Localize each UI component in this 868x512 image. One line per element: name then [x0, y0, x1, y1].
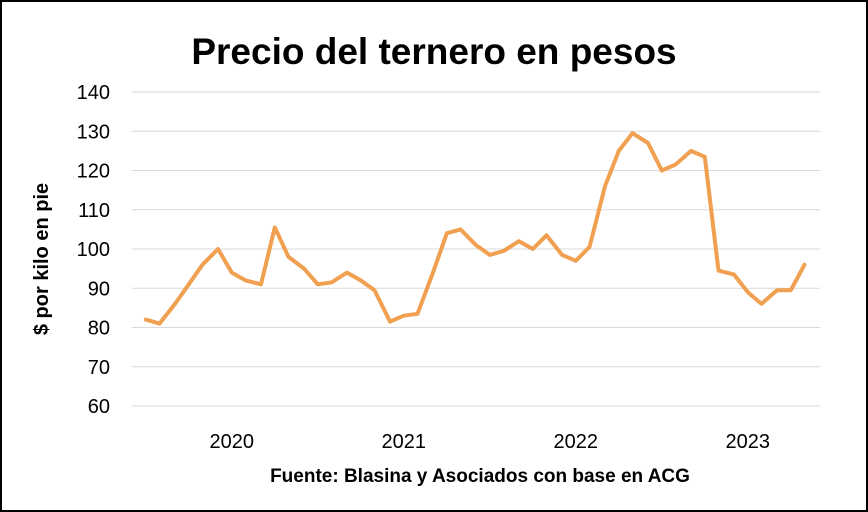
data-point: [274, 227, 275, 228]
data-point: [360, 280, 361, 281]
data-point: [532, 249, 533, 250]
data-point: [202, 264, 203, 265]
x-tick-label: 2022: [554, 431, 599, 453]
data-point: [288, 256, 289, 257]
data-point: [648, 143, 649, 144]
y-tick-label: 60: [88, 396, 110, 418]
x-tick-label: 2023: [726, 431, 771, 453]
x-tick-label: 2020: [210, 431, 255, 453]
data-point: [632, 133, 633, 134]
data-point: [476, 245, 477, 246]
data-point: [374, 290, 375, 291]
data-point: [804, 264, 805, 265]
data-point: [231, 272, 232, 273]
data-point: [675, 164, 676, 165]
y-axis-label: $ por kilo en pie: [31, 183, 53, 335]
data-point: [175, 303, 176, 304]
data-point: [589, 247, 590, 248]
y-tick-label: 140: [77, 82, 110, 104]
data-point: [546, 235, 547, 236]
data-point: [446, 233, 447, 234]
y-tick-label: 80: [88, 318, 110, 340]
data-point: [245, 280, 246, 281]
data-point: [562, 254, 563, 255]
source-note: Fuente: Blasina y Asociados con base en …: [270, 466, 690, 487]
y-axis-ticks: 60 70 80 90 100 110 120 130 140: [77, 82, 110, 418]
data-point: [777, 290, 778, 291]
data-point: [218, 249, 219, 250]
y-tick-label: 120: [77, 161, 110, 183]
y-tick-label: 70: [88, 357, 110, 379]
data-point: [718, 270, 719, 271]
data-point: [691, 150, 692, 151]
data-point: [761, 303, 762, 304]
data-point: [618, 150, 619, 151]
data-point: [304, 268, 305, 269]
data-point: [390, 321, 391, 322]
y-tick-label: 130: [77, 121, 110, 143]
data-point: [460, 229, 461, 230]
y-tick-label: 100: [77, 239, 110, 261]
chart-title: Precio del ternero en pesos: [191, 31, 676, 72]
data-point: [331, 282, 332, 283]
data-point: [317, 284, 318, 285]
data-point: [605, 186, 606, 187]
data-point: [790, 290, 791, 291]
x-tick-label: 2021: [382, 431, 427, 453]
data-point: [403, 315, 404, 316]
data-point: [747, 292, 748, 293]
x-axis-ticks: 2020 2021 2022 2023: [210, 431, 771, 453]
data-point: [503, 251, 504, 252]
series-layer: [143, 131, 807, 326]
data-point: [188, 284, 189, 285]
data-point: [704, 156, 705, 157]
data-point: [575, 260, 576, 261]
y-tick-label: 110: [78, 200, 110, 222]
data-point: [519, 241, 520, 242]
data-point: [417, 313, 418, 314]
y-tick-label: 90: [88, 278, 110, 300]
data-point: [347, 272, 348, 273]
data-point: [489, 254, 490, 255]
series-line: [143, 131, 807, 326]
data-point: [433, 272, 434, 273]
data-point: [159, 323, 160, 324]
data-point: [261, 284, 262, 285]
data-point: [734, 274, 735, 275]
data-point: [145, 319, 146, 320]
data-point: [661, 170, 662, 171]
